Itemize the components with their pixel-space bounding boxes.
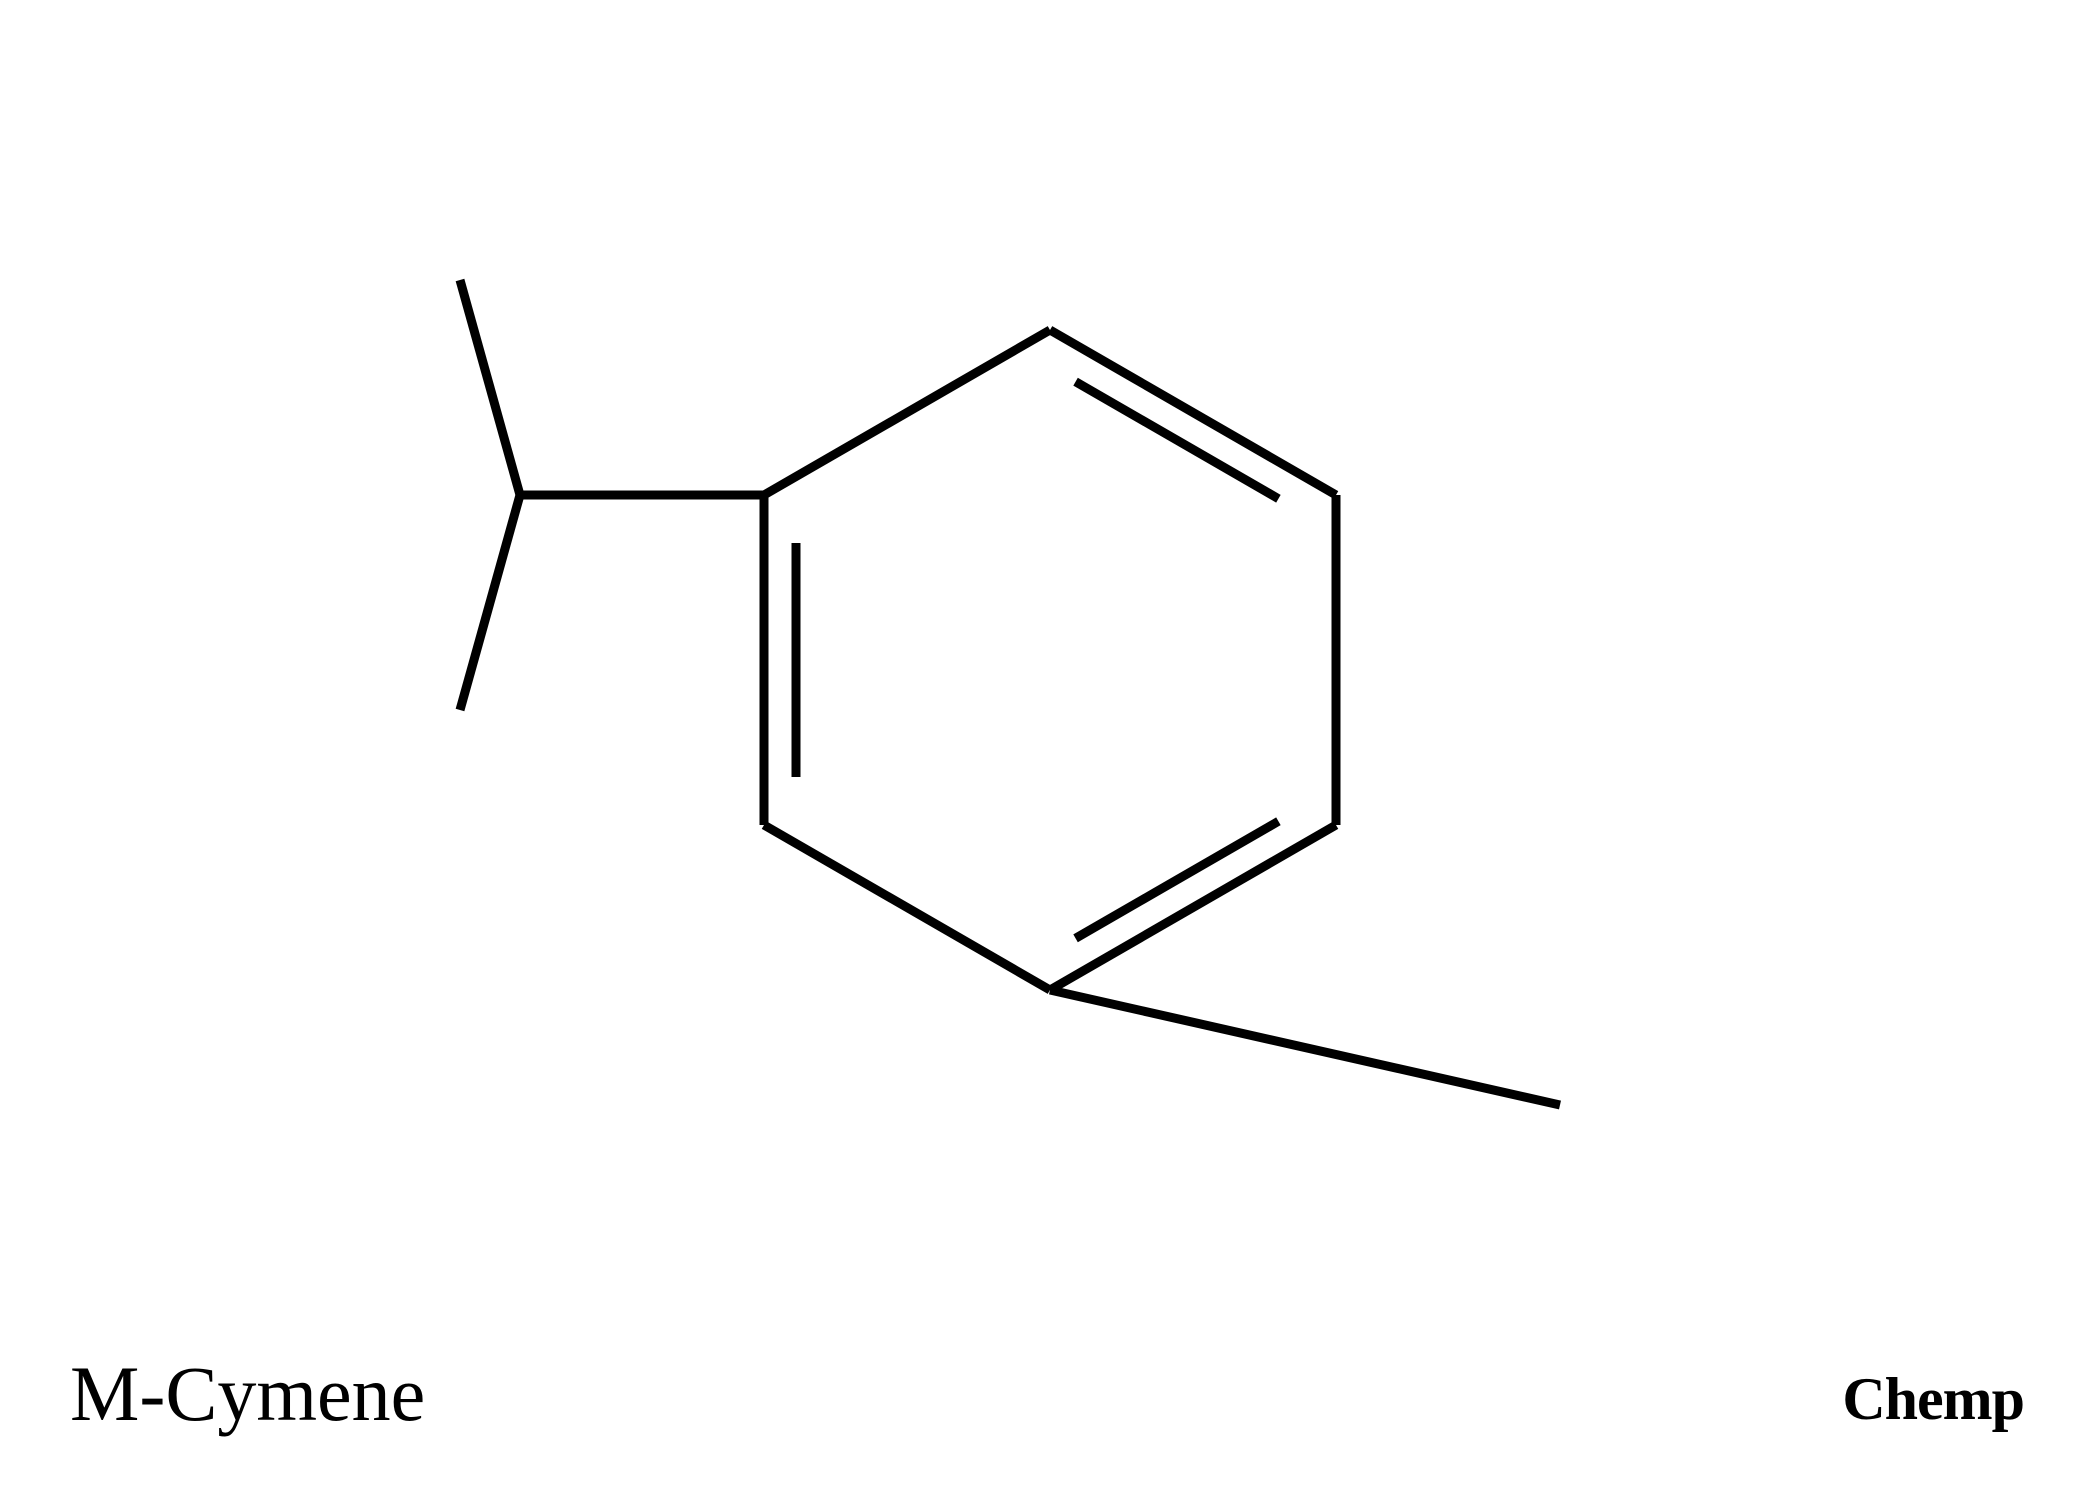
molecule-diagram: [0, 0, 2099, 1489]
brand-label: Chemp: [1842, 1365, 2024, 1434]
compound-title: M-Cymene: [70, 1349, 425, 1439]
